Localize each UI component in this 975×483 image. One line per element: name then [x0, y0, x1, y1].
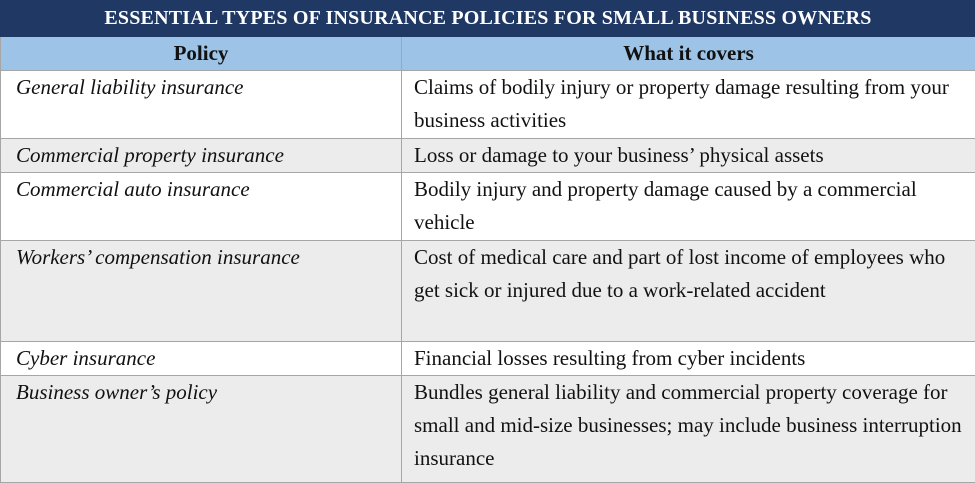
policy-cell: Cyber insurance: [1, 342, 402, 376]
coverage-cell: Bundles general liability and commercial…: [402, 376, 975, 483]
coverage-cell: Cost of medical care and part of lost in…: [402, 241, 975, 342]
table-title: ESSENTIAL TYPES OF INSURANCE POLICIES FO…: [1, 1, 975, 37]
header-cell: What it covers: [402, 37, 975, 71]
policy-cell: Commercial property insurance: [1, 139, 402, 173]
title-row: ESSENTIAL TYPES OF INSURANCE POLICIES FO…: [1, 1, 975, 37]
header-cell: Policy: [1, 37, 402, 71]
policy-cell: Commercial auto insurance: [1, 173, 402, 241]
header-row: Policy What it covers: [1, 37, 975, 71]
coverage-cell: Financial losses resulting from cyber in…: [402, 342, 975, 376]
coverage-cell: Bodily injury and property damage caused…: [402, 173, 975, 241]
coverage-cell: Claims of bodily injury or property dama…: [402, 71, 975, 139]
policy-cell: Workers’ compensation insurance: [1, 241, 402, 342]
policy-cell: Business owner’s policy: [1, 376, 402, 483]
coverage-cell: Loss or damage to your business’ physica…: [402, 139, 975, 173]
policy-cell: General liability insurance: [1, 71, 402, 139]
